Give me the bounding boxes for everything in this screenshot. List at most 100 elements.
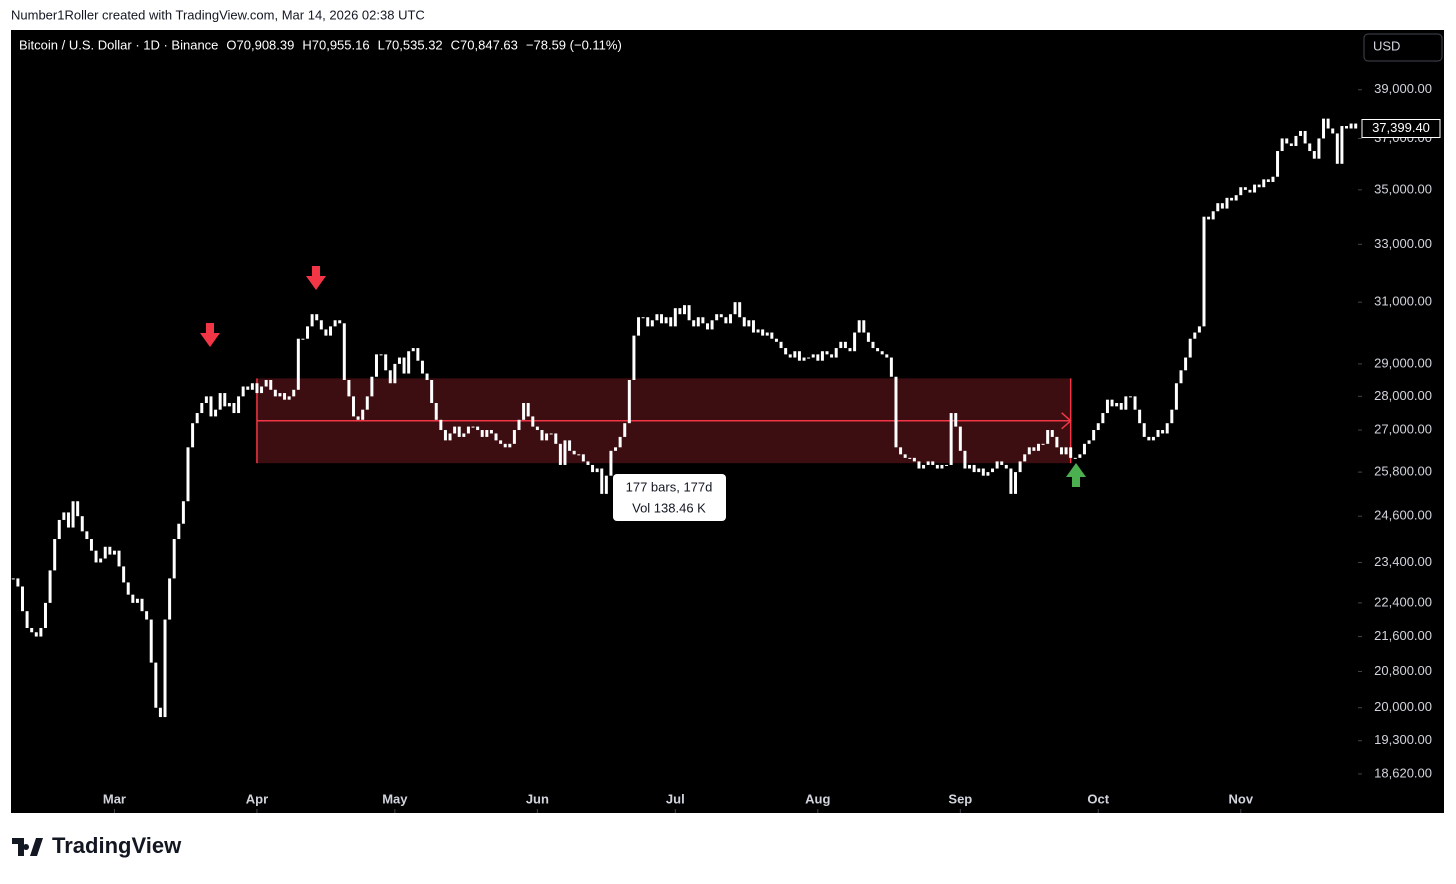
candle <box>1312 151 1316 159</box>
candle <box>397 357 401 364</box>
candle <box>912 457 916 462</box>
candle <box>57 519 61 540</box>
candle <box>820 351 824 361</box>
candle <box>623 423 627 437</box>
candle <box>811 354 815 358</box>
candle <box>324 329 328 336</box>
candle <box>604 475 608 494</box>
candle <box>480 430 484 437</box>
candle <box>949 413 953 465</box>
candle <box>1073 457 1077 459</box>
candle <box>209 396 213 417</box>
candle <box>903 454 907 458</box>
candle <box>857 320 861 333</box>
candle <box>25 611 29 629</box>
candle <box>163 619 167 718</box>
candle <box>632 335 636 380</box>
candle <box>1151 436 1155 441</box>
candle <box>62 512 66 520</box>
candle <box>788 354 792 358</box>
candle <box>1294 135 1298 146</box>
range-label: Vol 138.46 K <box>632 500 706 515</box>
y-tick-label: 21,600.00 <box>1374 628 1432 643</box>
candle <box>1014 472 1017 494</box>
candle <box>954 413 958 427</box>
candle <box>466 426 470 434</box>
currency: USD <box>1373 38 1400 53</box>
candle <box>1179 370 1183 384</box>
candle <box>232 403 236 414</box>
x-tick-label: Jul <box>666 791 685 806</box>
candle <box>269 379 273 390</box>
candle <box>586 461 590 465</box>
candle <box>1142 423 1146 437</box>
candle <box>227 403 231 407</box>
candle <box>1225 197 1229 209</box>
candle <box>494 433 498 441</box>
candle <box>761 329 765 336</box>
candle <box>646 317 650 327</box>
candle <box>751 320 755 333</box>
candle <box>839 341 843 349</box>
candle <box>1322 118 1326 139</box>
candle <box>301 338 305 340</box>
candle <box>30 628 34 633</box>
candle <box>715 314 719 321</box>
y-tick-label: 20,800.00 <box>1374 663 1432 678</box>
candle <box>1257 184 1261 188</box>
candle <box>614 447 618 451</box>
x-tick-label: May <box>382 791 408 806</box>
candle <box>655 314 659 321</box>
candle <box>471 426 475 428</box>
candle <box>922 464 926 469</box>
candle <box>595 468 599 473</box>
candle <box>443 430 447 441</box>
candle <box>673 308 677 327</box>
candle <box>517 419 521 431</box>
candle <box>149 619 153 663</box>
candle <box>1234 195 1238 201</box>
candle <box>774 338 778 342</box>
candle <box>365 396 369 410</box>
candle <box>641 317 645 319</box>
candle <box>1184 357 1188 371</box>
candle <box>374 354 378 377</box>
candle <box>701 317 705 324</box>
candle <box>793 351 797 358</box>
candle <box>1041 443 1045 445</box>
x-tick-label: Oct <box>1087 791 1109 806</box>
candle <box>577 454 581 456</box>
candle <box>1326 118 1330 129</box>
candle <box>108 546 112 555</box>
candle <box>1082 443 1086 455</box>
currency-button[interactable] <box>1363 33 1443 62</box>
candle <box>683 305 686 315</box>
ohlc-value: −78.59 (−0.11%) <box>526 37 622 52</box>
candle <box>935 464 939 469</box>
attribution: Number1Roller created with TradingView.c… <box>11 7 425 22</box>
candle <box>430 379 434 404</box>
candle <box>1230 197 1234 201</box>
candle <box>609 450 613 476</box>
candle <box>287 396 291 400</box>
candle <box>53 539 57 571</box>
candle <box>278 393 282 397</box>
candle <box>1119 403 1123 410</box>
candle <box>329 326 333 336</box>
candle <box>756 329 760 333</box>
candle <box>168 578 172 620</box>
candle <box>784 348 788 355</box>
candle <box>1161 430 1165 434</box>
candle <box>296 338 300 390</box>
candle <box>39 628 43 637</box>
candle <box>1105 399 1109 414</box>
candle <box>770 332 774 339</box>
candle <box>1133 396 1137 410</box>
candle <box>1207 216 1211 220</box>
y-tick-label: 39,000.00 <box>1374 81 1432 96</box>
last-price-label: 37,399.40 <box>1372 120 1430 135</box>
candle <box>568 440 572 451</box>
candle <box>889 357 893 377</box>
y-tick-label: 24,600.00 <box>1374 508 1432 523</box>
y-tick-label: 29,000.00 <box>1374 355 1432 370</box>
